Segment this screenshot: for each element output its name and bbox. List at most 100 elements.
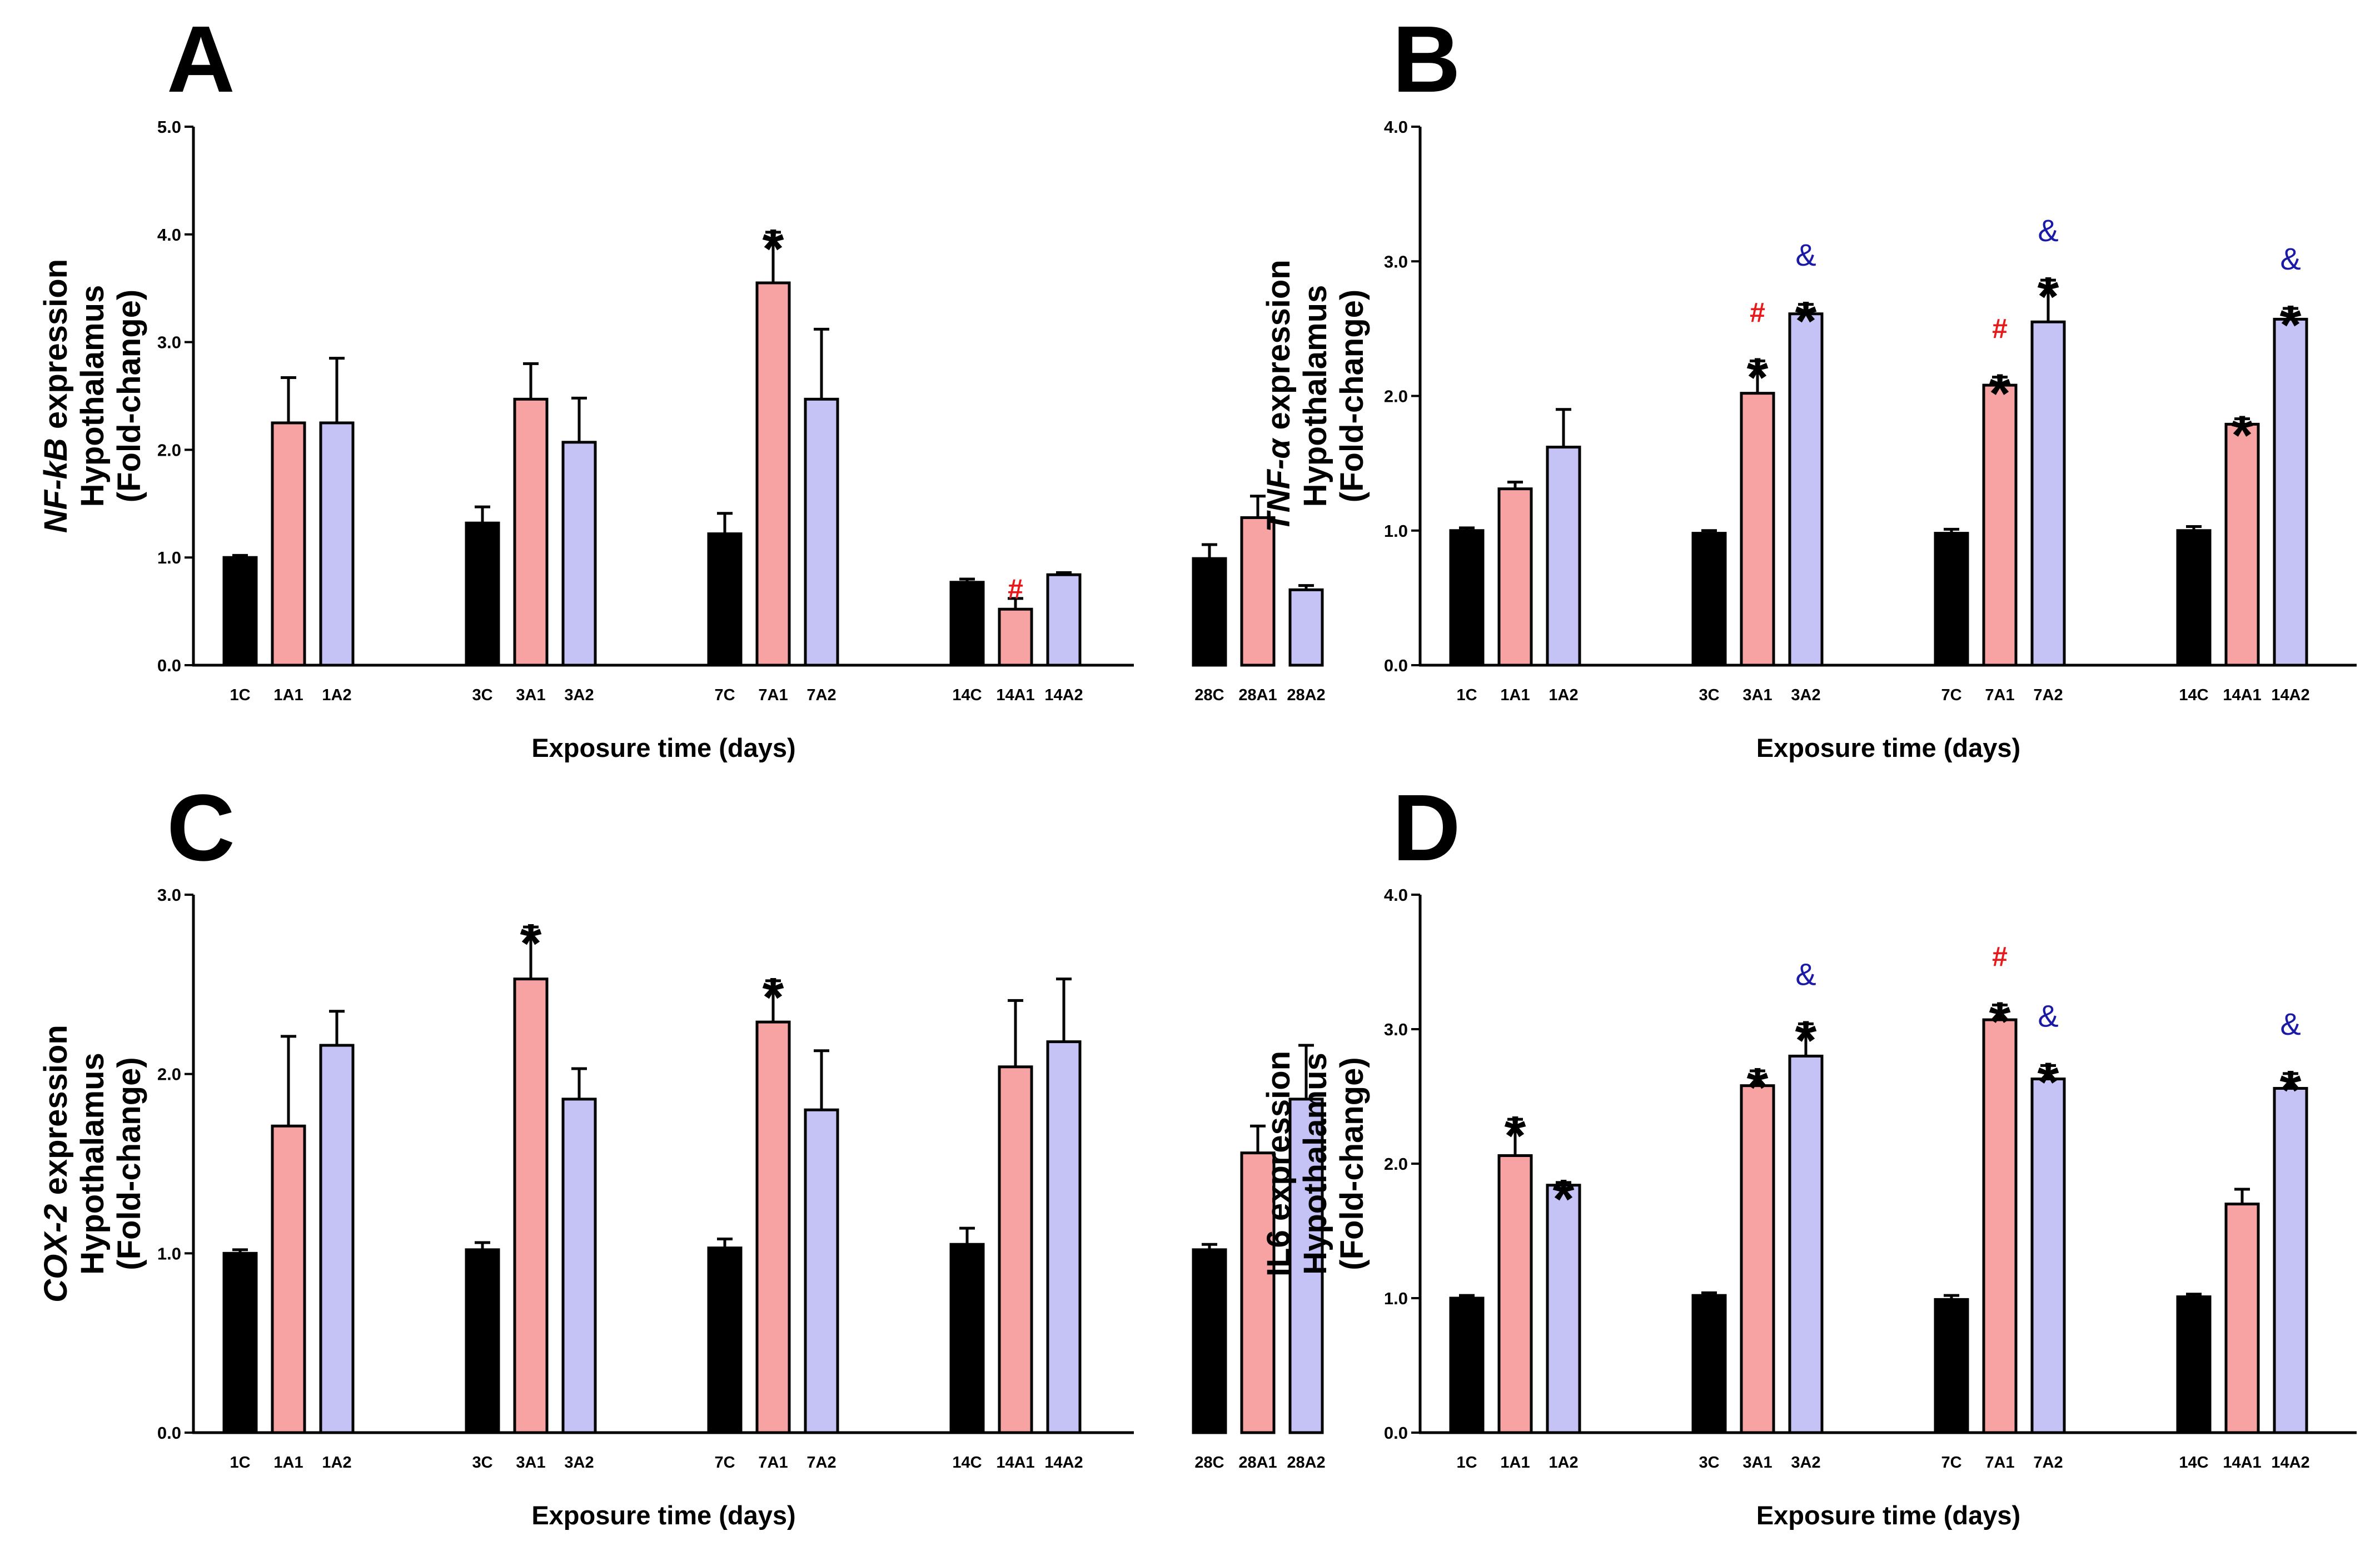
bar: [1546, 1184, 1581, 1434]
significance-star: *: [520, 912, 542, 975]
y-axis-label-line1: IL6 expression: [1261, 1051, 1297, 1276]
bar: [271, 1124, 306, 1434]
bar: [1046, 1040, 1082, 1434]
y-axis-label-suffix: expression: [38, 259, 74, 438]
bar: [2273, 1086, 2308, 1434]
bar: [319, 1044, 355, 1434]
x-axis-label: Exposure time (days): [531, 733, 795, 762]
bar: [1240, 1151, 1276, 1434]
y-tick-label: 5.0: [157, 117, 181, 137]
y-axis-label-suffix: expression: [1261, 260, 1297, 438]
x-tick-label: 3C: [472, 686, 492, 704]
y-axis-label-line2: Hypothalamus: [74, 1053, 111, 1275]
x-tick-label: 3A1: [1742, 1454, 1772, 1472]
bar: [998, 607, 1033, 667]
y-tick-label: 1.0: [1384, 1289, 1408, 1308]
significance-hash: #: [1992, 313, 2008, 345]
x-tick-label: 1A2: [322, 1454, 351, 1472]
bar: [2030, 1078, 2066, 1434]
x-tick-label: 1A2: [1549, 686, 1578, 704]
x-tick-label: 7C: [1941, 686, 1961, 704]
significance-hash: #: [1008, 573, 1023, 605]
y-tick-label: 3.0: [1384, 252, 1408, 271]
bar: [1934, 532, 1969, 667]
significance-ampersand: &: [2038, 998, 2058, 1033]
y-axis-label-line3: (Fold-change): [111, 290, 147, 502]
y-tick-label: 0.0: [157, 656, 181, 675]
bar: [1982, 1018, 2018, 1434]
bar: [2176, 1295, 2212, 1434]
x-tick-label: 14A1: [2223, 1454, 2261, 1472]
x-tick-label: 3C: [1699, 1454, 1719, 1472]
y-tick-label: 1.0: [157, 1244, 181, 1263]
significance-star: *: [1747, 347, 1769, 409]
bar: [2273, 317, 2308, 667]
x-tick-label: 7A1: [1985, 686, 2014, 704]
y-axis-label: NF-kB expressionHypothalamus(Fold-change…: [38, 259, 147, 533]
bar: [755, 1020, 791, 1434]
x-tick-label: 3A2: [1791, 686, 1820, 704]
significance-star: *: [2232, 405, 2253, 467]
x-tick-label: 3A2: [564, 1454, 594, 1472]
bar: [513, 397, 549, 667]
x-axis-label: Exposure time (days): [1756, 733, 2020, 762]
y-axis-label-line3: (Fold-change): [111, 1057, 147, 1270]
y-tick-label: 0.0: [1384, 656, 1408, 675]
y-axis-label-line1: TNF-α expression: [1261, 260, 1297, 532]
x-tick-label: 14A1: [996, 1454, 1034, 1472]
x-axis-label: Exposure time (days): [531, 1500, 795, 1530]
x-tick-label: 1C: [230, 1454, 250, 1472]
y-axis-label-line2: Hypothalamus: [74, 285, 111, 507]
y-axis-label-suffix: expression: [38, 1025, 74, 1204]
y-tick-label: 2.0: [1384, 1154, 1408, 1174]
y-axis-label-gene: NF-kB: [38, 438, 74, 533]
x-tick-label: 7A2: [2033, 1454, 2063, 1472]
bar: [1288, 588, 1324, 667]
x-tick-label: 1C: [1456, 686, 1477, 704]
x-axis-label: Exposure time (days): [1756, 1500, 2020, 1530]
x-tick-label: 7C: [714, 686, 735, 704]
significance-star: *: [763, 218, 784, 280]
significance-star: *: [2280, 294, 2302, 356]
panel-letter: C: [167, 775, 235, 881]
y-tick-label: 4.0: [1384, 117, 1408, 137]
chart-panel-B: B 0.0 1.0 2.0 3.0 4.0 TNF-α expressionHypothal…: [1261, 7, 2357, 762]
significance-star: *: [1795, 1009, 1817, 1071]
x-tick-label: 28C: [1194, 686, 1224, 704]
bar: [1934, 1298, 1969, 1434]
y-axis-label: TNF-α expressionHypothalamus(Fold-change…: [1261, 260, 1370, 532]
y-tick-label: 1.0: [1384, 521, 1408, 541]
bar: [1788, 1054, 1824, 1434]
x-tick-label: 3A1: [1742, 686, 1772, 704]
y-tick-label: 3.0: [1384, 1020, 1408, 1039]
significance-ampersand: &: [1795, 237, 1816, 272]
x-tick-label: 14A1: [996, 686, 1034, 704]
y-axis-label-gene: TNF-α: [1261, 438, 1297, 532]
x-tick-label: 1A2: [322, 686, 351, 704]
x-tick-label: 3C: [472, 1454, 492, 1472]
significance-star: *: [1505, 1105, 1526, 1167]
y-tick-label: 3.0: [157, 885, 181, 905]
significance-ampersand: &: [2280, 241, 2301, 276]
panel-letter: D: [1392, 775, 1461, 881]
bar: [2176, 529, 2212, 667]
bar: [804, 1108, 839, 1434]
significance-star: *: [1553, 1168, 1575, 1230]
y-axis-label-line3: (Fold-change): [1334, 290, 1370, 502]
chart-panel-A: A0.01.02.03.04.05.0NF-kB expressionHypot…: [38, 7, 1326, 762]
significance-star: *: [2038, 266, 2059, 328]
significance-ampersand: &: [2038, 213, 2058, 248]
bar: [513, 978, 549, 1434]
x-tick-label: 28A2: [1287, 1454, 1325, 1472]
y-axis-label-line2: Hypothalamus: [1297, 285, 1333, 507]
x-tick-label: 14A2: [1044, 686, 1083, 704]
significance-hash: #: [1750, 297, 1765, 328]
bar: [1497, 1154, 1533, 1434]
x-tick-label: 7C: [714, 1454, 735, 1472]
bar: [1740, 392, 1775, 667]
bar: [949, 1243, 985, 1434]
significance-star: *: [1989, 990, 2011, 1053]
bar: [271, 421, 306, 667]
bar: [1691, 1294, 1727, 1434]
